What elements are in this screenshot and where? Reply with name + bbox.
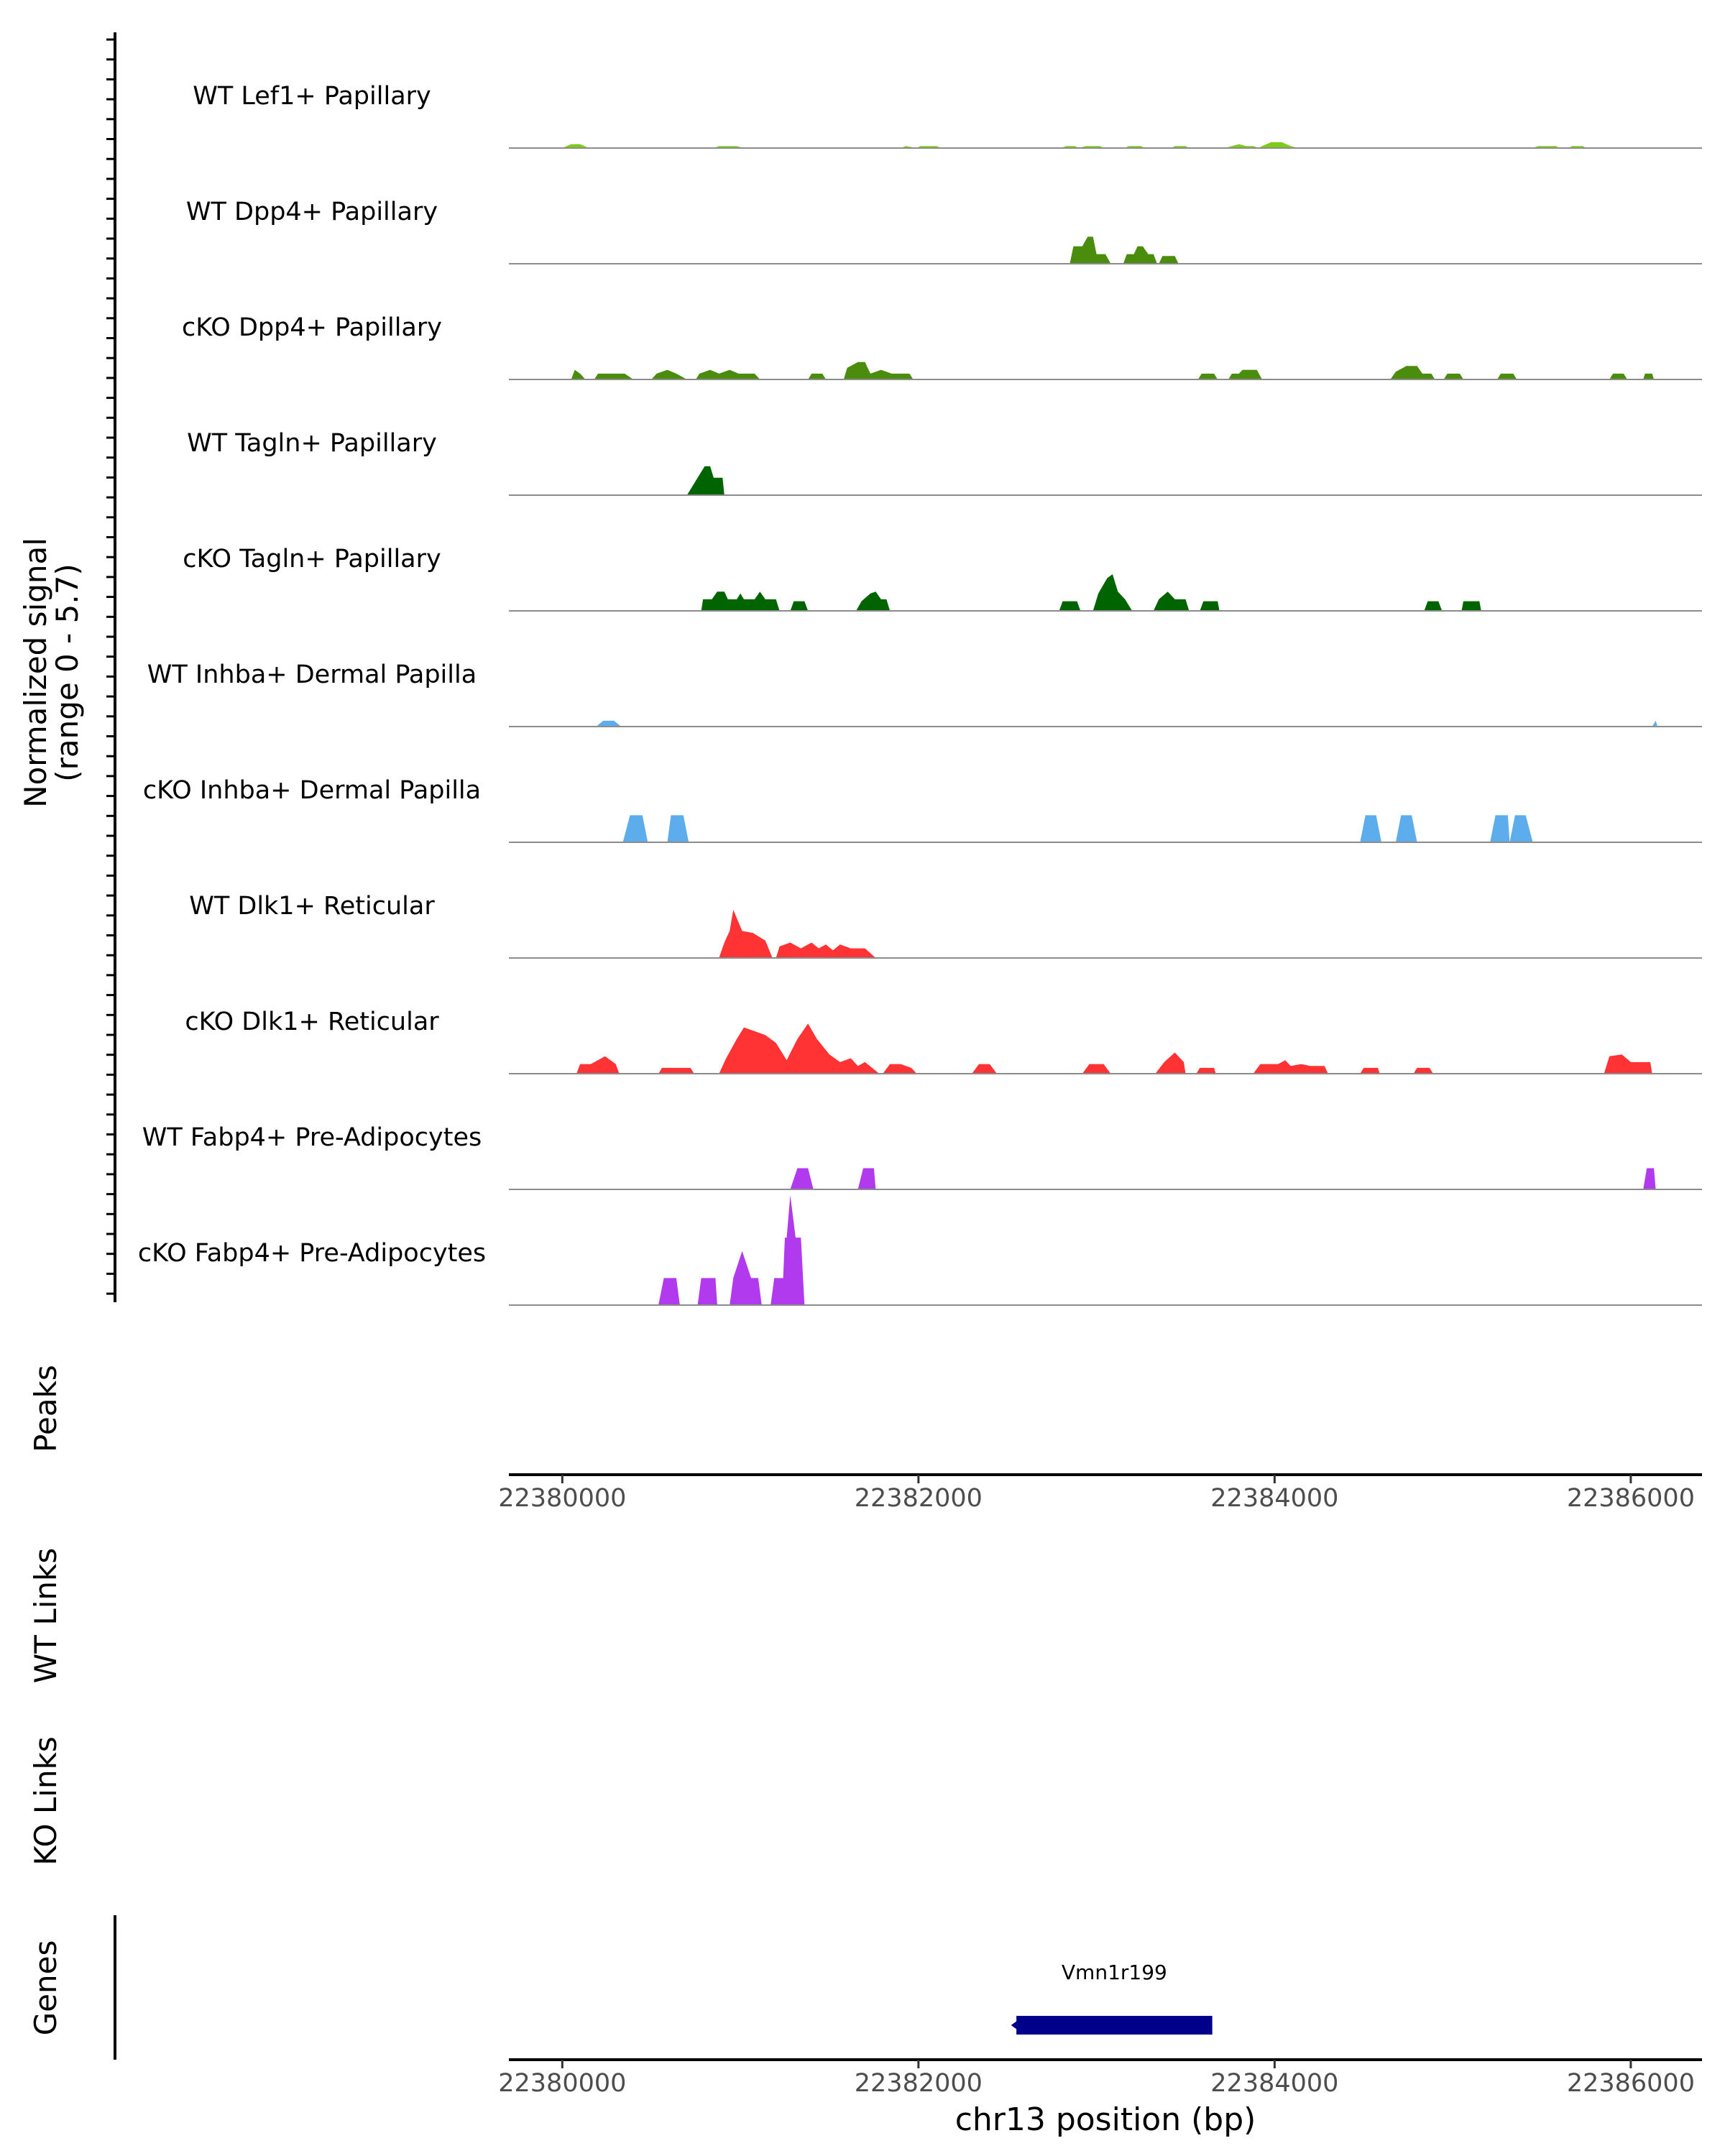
x-bottom-tick-label-3: 22386000 <box>1567 2069 1695 2098</box>
signal-area-2 <box>571 361 1655 379</box>
peaks-track-label: Peaks <box>28 1365 63 1452</box>
signal-y-axis-title: Normalized signal (range 0 - 5.7) <box>18 538 85 808</box>
track-label-9: WT Fabp4+ Pre-Adipocytes <box>142 1123 482 1152</box>
signal-area-8 <box>576 1023 1652 1074</box>
wt-links-track-label: WT Links <box>28 1548 63 1683</box>
track-label-10: cKO Fabp4+ Pre-Adipocytes <box>138 1239 486 1268</box>
genes-track-label: Genes <box>28 1940 63 2036</box>
x-top-tick-label-3: 22386000 <box>1567 1484 1695 1513</box>
signal-y-axis-ticks <box>106 38 115 1295</box>
signal-tracks: WT Lef1+ Papillary WT Dpp4+ Papillary cKO … <box>138 82 1702 1306</box>
gene-strand-arrow-0 <box>1011 2017 1025 2034</box>
ko-links-track-label: KO Links <box>28 1736 63 1866</box>
track-label-1: WT Dpp4+ Papillary <box>186 198 438 226</box>
signal-area-10 <box>658 1195 805 1305</box>
gene-body-0 <box>1016 2016 1213 2035</box>
track-label-4: cKO Tagln+ Papillary <box>183 545 441 573</box>
signal-area-0 <box>562 142 1586 148</box>
signal-area-3 <box>686 466 724 495</box>
x-axis-top-ticks: 22380000 22382000 22384000 22386000 <box>498 1475 1695 1513</box>
gene-annotations: Vmn1r199 <box>1011 1961 1213 2035</box>
track-label-0: WT Lef1+ Papillary <box>193 82 431 111</box>
x-bottom-tick-label-1: 22382000 <box>855 2069 983 2098</box>
x-top-tick-label-2: 22384000 <box>1210 1484 1338 1513</box>
track-9: WT Fabp4+ Pre-Adipocytes <box>142 1123 1702 1190</box>
track-5: WT Inhba+ Dermal Papilla <box>147 660 1702 727</box>
track-6: cKO Inhba+ Dermal Papilla <box>143 776 1702 843</box>
track-4: cKO Tagln+ Papillary <box>183 545 1702 612</box>
y-axis-title-line2: (range 0 - 5.7) <box>50 563 85 782</box>
signal-area-1 <box>1070 236 1179 264</box>
track-label-5: WT Inhba+ Dermal Papilla <box>147 660 477 689</box>
signal-area-7 <box>719 909 876 958</box>
x-bottom-tick-label-0: 22380000 <box>498 2069 626 2098</box>
track-2: cKO Dpp4+ Papillary <box>182 313 1702 380</box>
track-label-8: cKO Dlk1+ Reticular <box>185 1008 439 1036</box>
track-label-7: WT Dlk1+ Reticular <box>189 892 435 921</box>
y-axis-title-line1: Normalized signal <box>18 538 53 808</box>
x-top-tick-label-1: 22382000 <box>855 1484 983 1513</box>
x-axis-title: chr13 position (bp) <box>955 2101 1256 2138</box>
track-label-2: cKO Dpp4+ Papillary <box>182 313 442 342</box>
track-3: WT Tagln+ Papillary <box>187 429 1702 496</box>
track-0: WT Lef1+ Papillary <box>193 82 1702 149</box>
x-top-tick-label-0: 22380000 <box>498 1484 626 1513</box>
x-bottom-tick-label-2: 22384000 <box>1210 2069 1338 2098</box>
x-axis-bottom-ticks: 22380000 22382000 22384000 22386000 <box>498 2060 1695 2098</box>
track-label-6: cKO Inhba+ Dermal Papilla <box>143 776 481 805</box>
gene-label-0: Vmn1r199 <box>1062 1961 1167 1984</box>
track-1: WT Dpp4+ Papillary <box>186 198 1702 264</box>
track-10: cKO Fabp4+ Pre-Adipocytes <box>138 1195 1702 1306</box>
track-label-3: WT Tagln+ Papillary <box>187 429 437 458</box>
track-7: WT Dlk1+ Reticular <box>189 892 1702 959</box>
track-8: cKO Dlk1+ Reticular <box>185 1008 1702 1074</box>
